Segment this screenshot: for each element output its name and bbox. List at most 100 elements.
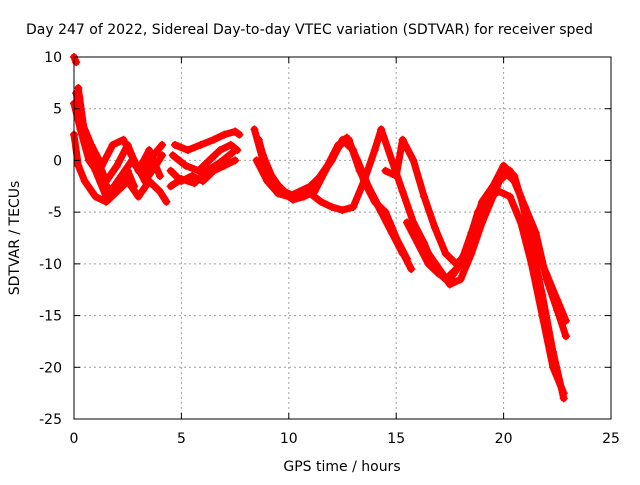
data-point-track-14 bbox=[252, 156, 261, 165]
data-point-track-7 bbox=[166, 166, 175, 175]
data-point-track-14 bbox=[284, 192, 293, 201]
data-point-track-14 bbox=[306, 189, 315, 198]
data-point-track-5 bbox=[82, 140, 91, 149]
y-tick-label: 10 bbox=[44, 50, 62, 66]
data-point-track-4 bbox=[112, 161, 121, 170]
data-point-track-10 bbox=[203, 166, 212, 175]
data-point-track-15 bbox=[420, 192, 429, 201]
data-point-track-12 bbox=[306, 182, 315, 191]
data-point-track-13 bbox=[342, 133, 351, 142]
data-point-track-1 bbox=[155, 187, 164, 196]
data-point-track-14 bbox=[370, 146, 379, 155]
data-point-track-3 bbox=[158, 151, 167, 160]
data-point-track-10 bbox=[166, 182, 175, 191]
data-point-track-13 bbox=[407, 265, 416, 274]
data-point-track-17 bbox=[531, 228, 540, 237]
data-point-track-5 bbox=[130, 182, 139, 191]
x-axis-label: GPS time / hours bbox=[283, 459, 400, 475]
y-tick-label: -15 bbox=[39, 309, 62, 325]
data-point-track-9 bbox=[209, 135, 218, 144]
data-point-track-14 bbox=[387, 156, 396, 165]
data-point-track-3 bbox=[108, 140, 117, 149]
data-point-track-14 bbox=[338, 206, 347, 215]
data-point-track-1 bbox=[80, 177, 89, 186]
data-point-track-14 bbox=[506, 192, 515, 201]
x-tick-label: 15 bbox=[387, 431, 405, 447]
x-tick-label: 0 bbox=[70, 431, 79, 447]
data-point-track-8 bbox=[168, 151, 177, 160]
data-point-track-5 bbox=[102, 192, 111, 201]
data-point-track-15 bbox=[538, 290, 547, 299]
data-point-track-14 bbox=[359, 177, 368, 186]
data-point-track-9 bbox=[170, 140, 179, 149]
data-point-track-14 bbox=[295, 187, 304, 196]
data-point-track-17 bbox=[510, 177, 519, 186]
data-point-track-8 bbox=[181, 161, 190, 170]
data-point-track-17 bbox=[488, 192, 497, 201]
data-point-track-17 bbox=[467, 249, 476, 258]
data-point-track-5 bbox=[112, 182, 121, 191]
data-point-track-3 bbox=[140, 177, 149, 186]
data-point-track-9 bbox=[231, 127, 240, 136]
data-point-track-9 bbox=[235, 130, 244, 139]
data-point-track-17 bbox=[435, 265, 444, 274]
data-point-track-16 bbox=[424, 259, 433, 268]
y-tick-label: -20 bbox=[39, 360, 62, 376]
data-point-track-10 bbox=[216, 158, 225, 167]
series-band-track-10 bbox=[167, 148, 237, 190]
data-point-track-14 bbox=[327, 202, 336, 211]
data-point-track-1 bbox=[74, 161, 83, 170]
data-point-track-13 bbox=[259, 151, 268, 160]
data-point-track-2 bbox=[158, 140, 167, 149]
data-point-track-8 bbox=[226, 140, 235, 149]
x-tick-label: 10 bbox=[280, 431, 298, 447]
data-point-track-4 bbox=[123, 140, 132, 149]
y-tick-label: 0 bbox=[53, 153, 62, 169]
y-tick-label: -5 bbox=[48, 205, 62, 221]
data-point-track-7 bbox=[231, 156, 240, 165]
data-point-track-15 bbox=[430, 223, 439, 232]
data-point-track-14 bbox=[263, 177, 272, 186]
data-point-track-13 bbox=[375, 202, 384, 211]
data-point-track-15 bbox=[549, 347, 558, 356]
data-point-track-10 bbox=[177, 175, 186, 184]
data-point-track-17 bbox=[478, 218, 487, 227]
data-point-track-14 bbox=[349, 202, 358, 211]
data-point-track-9 bbox=[196, 140, 205, 149]
data-point-track-15 bbox=[392, 171, 401, 180]
data-point-track-8 bbox=[216, 146, 225, 155]
plot-frame bbox=[73, 56, 612, 420]
data-point-track-17 bbox=[456, 275, 465, 284]
data-point-track-1 bbox=[91, 192, 100, 201]
data-point-track-17 bbox=[499, 166, 508, 175]
data-point-track-9 bbox=[183, 146, 192, 155]
data-point-track-1 bbox=[134, 192, 143, 201]
data-point-track-5 bbox=[123, 166, 132, 175]
data-point-track-16 bbox=[402, 218, 411, 227]
data-point-track-15 bbox=[559, 394, 568, 403]
data-point-track-1 bbox=[162, 197, 171, 206]
data-point-track-16 bbox=[478, 197, 487, 206]
data-point-track-5 bbox=[91, 166, 100, 175]
data-point-track-17 bbox=[521, 202, 530, 211]
x-tick-label: 25 bbox=[602, 431, 620, 447]
data-point-track-14 bbox=[274, 189, 283, 198]
data-point-track-13 bbox=[321, 166, 330, 175]
data-point-track-13 bbox=[332, 146, 341, 155]
data-point-track-8 bbox=[205, 156, 214, 165]
data-point-track-17 bbox=[413, 228, 422, 237]
y-tick-label: 5 bbox=[53, 102, 62, 118]
data-point-track-7 bbox=[188, 171, 197, 180]
data-point-track-13 bbox=[267, 171, 276, 180]
x-tick-label: 5 bbox=[177, 431, 186, 447]
data-point-track-4 bbox=[134, 166, 143, 175]
data-point-track-13 bbox=[385, 218, 394, 227]
axis-layer: 0 5 10 15 20 25 10 5 0 -5 -10 -15 -20 -25 bbox=[39, 50, 620, 447]
data-point-track-8 bbox=[194, 166, 203, 175]
data-point-track-13 bbox=[353, 156, 362, 165]
y-tick-label: -10 bbox=[39, 257, 62, 273]
data-point-track-14 bbox=[317, 197, 326, 206]
data-point-track-15 bbox=[381, 166, 390, 175]
